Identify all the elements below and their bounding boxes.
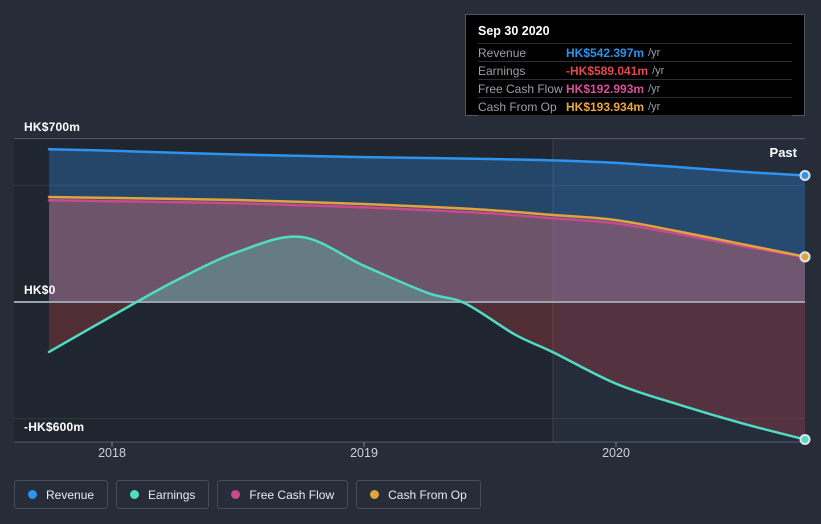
legend-item-earnings[interactable]: Earnings (116, 480, 210, 509)
tooltip-label: Revenue (478, 45, 527, 60)
legend-label: Earnings (148, 487, 196, 502)
tooltip-unit: /yr (648, 100, 661, 113)
chart-tooltip: Sep 30 2020 Revenue HK$542.397m /yr Earn… (465, 14, 805, 116)
tooltip-unit: /yr (648, 82, 661, 95)
chart-legend: Revenue Earnings Free Cash Flow Cash Fro… (14, 480, 481, 509)
legend-label: Cash From Op (388, 487, 467, 502)
tooltip-date: Sep 30 2020 (478, 24, 550, 38)
tooltip-label: Free Cash Flow (478, 81, 563, 96)
tooltip-row-earnings: Earnings -HK$589.041m /yr (478, 61, 792, 79)
tooltip-row-free-cash-flow: Free Cash Flow HK$192.993m /yr (478, 79, 792, 97)
tooltip-value: -HK$589.041m (566, 63, 649, 78)
x-axis-label-2020: 2020 (602, 446, 630, 460)
tooltip-unit: /yr (652, 64, 665, 77)
x-axis-label-2018: 2018 (98, 446, 126, 460)
tooltip-value: HK$193.934m (566, 99, 645, 114)
x-axis-label-2019: 2019 (350, 446, 378, 460)
y-axis-label-zero: HK$0 (24, 283, 56, 297)
tooltip-row-revenue: Revenue HK$542.397m /yr (478, 43, 792, 61)
tooltip-unit: /yr (648, 46, 661, 59)
legend-label: Free Cash Flow (249, 487, 335, 502)
legend-item-revenue[interactable]: Revenue (14, 480, 109, 509)
cash-from-op-dot-icon (370, 490, 380, 499)
earnings-dot-icon (130, 490, 140, 499)
tooltip-row-cash-from-op: Cash From Op HK$193.934m /yr (478, 97, 792, 116)
free-cash-flow-dot-icon (231, 490, 241, 499)
tooltip-value: HK$542.397m (566, 45, 645, 60)
y-axis-label-neg600m: -HK$600m (24, 420, 85, 434)
tooltip-value: HK$192.993m (566, 81, 645, 96)
y-axis-label-700m: HK$700m (24, 120, 81, 134)
tooltip-label: Earnings (478, 63, 526, 78)
legend-label: Revenue (46, 487, 95, 502)
past-region-label: Past (769, 145, 797, 160)
legend-item-cash-from-op[interactable]: Cash From Op (356, 480, 481, 509)
revenue-dot-icon (28, 490, 37, 499)
tooltip-label: Cash From Op (478, 99, 557, 114)
legend-item-free-cash-flow[interactable]: Free Cash Flow (217, 480, 349, 509)
